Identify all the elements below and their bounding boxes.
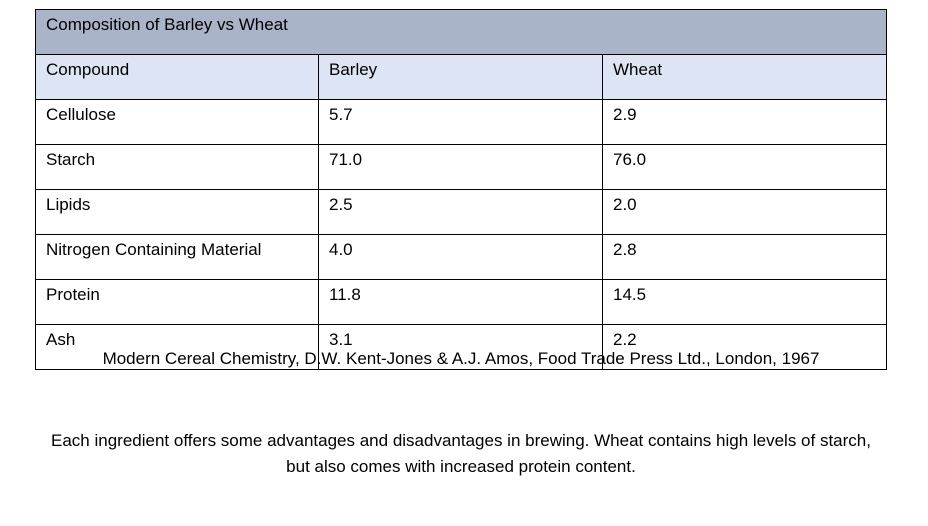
table-row: Nitrogen Containing Material 4.0 2.8 [35, 234, 888, 280]
composition-table: Composition of Barley vs Wheat Compound … [34, 9, 888, 370]
barley-value-cell: 3.1 [318, 324, 603, 370]
compound-cell: Cellulose [35, 99, 319, 145]
table-title-row: Composition of Barley vs Wheat [34, 9, 888, 55]
table-row: Cellulose 5.7 2.9 [35, 99, 888, 145]
compound-cell: Protein [35, 279, 319, 325]
wheat-value-cell: 76.0 [601, 144, 888, 190]
wheat-value-cell: 2.8 [601, 234, 888, 280]
table-row: Protein 11.8 14.5 [35, 279, 888, 325]
table-row: Lipids 2.5 2.0 [35, 189, 888, 235]
compound-cell: Nitrogen Containing Material [35, 234, 319, 280]
barley-value-cell: 71.0 [318, 144, 603, 190]
table-title: Composition of Barley vs Wheat [34, 9, 888, 55]
wheat-value-cell: 2.2 [601, 324, 888, 370]
wheat-value-cell: 2.0 [601, 189, 888, 235]
composition-table-container: Composition of Barley vs Wheat Compound … [34, 9, 888, 370]
body-paragraph: Each ingredient offers some advantages a… [51, 431, 871, 476]
table-citation: Modern Cereal Chemistry, D.W. Kent-Jones… [102, 349, 820, 368]
table-row: Ash 3.1 2.2 [35, 324, 888, 370]
column-header-wheat: Wheat [601, 54, 888, 100]
compound-cell: Ash [35, 324, 319, 370]
compound-cell: Starch [35, 144, 319, 190]
barley-value-cell: 11.8 [318, 279, 603, 325]
column-header-barley: Barley [318, 54, 603, 100]
table-header-row: Compound Barley Wheat [35, 54, 888, 100]
compound-cell: Lipids [35, 189, 319, 235]
table-row: Starch 71.0 76.0 [35, 144, 888, 190]
barley-value-cell: 2.5 [318, 189, 603, 235]
column-header-compound: Compound [35, 54, 319, 100]
wheat-value-cell: 2.9 [601, 99, 888, 145]
barley-value-cell: 4.0 [318, 234, 603, 280]
barley-value-cell: 5.7 [318, 99, 603, 145]
wheat-value-cell: 14.5 [601, 279, 888, 325]
